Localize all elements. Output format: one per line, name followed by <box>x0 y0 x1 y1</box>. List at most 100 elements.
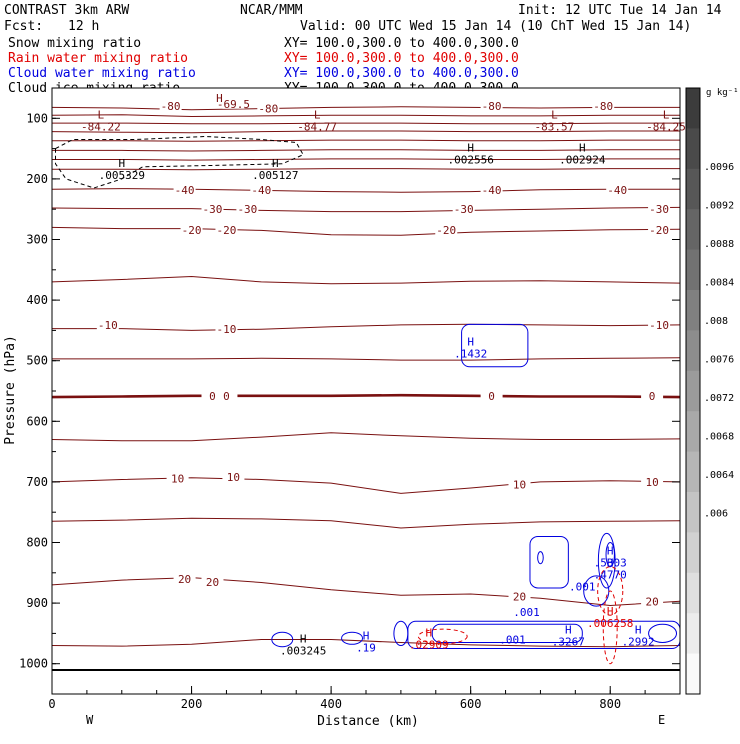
cloud-water-contour <box>583 575 610 607</box>
contour-label: -80 <box>593 100 613 113</box>
extremum-marker: H <box>579 142 586 155</box>
colorbar-tick-label: .0072 <box>704 393 734 404</box>
y-tick-label: 500 <box>26 354 48 368</box>
contour-label-bg <box>648 318 671 330</box>
contour-labels: -80 -80 -80 -80 -69.5 -40 -40 -40 -40 -30 -30 -30 -3… <box>96 97 671 608</box>
y-tick-label: 900 <box>26 596 48 610</box>
contour-label-bg <box>508 478 531 490</box>
contour-label: 10 <box>645 476 658 489</box>
colorbar-frame <box>685 87 701 695</box>
contour-label-bg <box>606 183 629 195</box>
field-name: Rain water mixing ratio <box>8 51 188 66</box>
valid-time: Valid: 00 UTC Wed 15 Jan 14 (10 ChT Wed … <box>300 19 691 34</box>
colorbar-tick-label: .0092 <box>704 201 734 212</box>
contour-label-bg <box>222 471 245 483</box>
contour-label-bg <box>480 183 503 195</box>
contour-label-bg <box>215 223 238 235</box>
contour-label: 20 <box>513 590 526 603</box>
contour-label-bg <box>173 572 196 584</box>
temperature-contour <box>52 158 680 161</box>
contour-label: -20 <box>649 224 669 237</box>
contour-label-bg <box>215 323 238 335</box>
colorbar-segment <box>686 168 700 210</box>
contour-label-bg <box>641 389 664 401</box>
extremum-marker: H <box>607 557 614 570</box>
snow-contour <box>55 135 304 189</box>
extremum-marker: H <box>635 623 642 636</box>
extremum-value: .5303 <box>594 557 627 570</box>
contour-label-bg <box>180 223 203 235</box>
extremum-marker: H <box>216 92 223 105</box>
extremum-value: .002556 <box>447 154 493 167</box>
colorbar-segment <box>686 88 700 129</box>
extremum-value: .3267 <box>552 635 585 648</box>
colorbar-segment <box>686 572 700 614</box>
cloud-water-contour <box>431 623 583 643</box>
temperature-contour <box>52 122 680 125</box>
x-tick-label: 800 <box>599 697 621 711</box>
colorbar: .0096 .0092 .0088 .0084 .008 .0076 .0072 .0068.… <box>685 87 734 695</box>
temperature-contour <box>51 393 681 399</box>
extrema-labels: L-84.22L-84.77L-83.57L-84.25HH.005329H.0… <box>81 92 686 658</box>
extremum-marker: L <box>314 108 321 121</box>
temperature-contour <box>51 517 681 529</box>
extremum-marker: L <box>98 108 105 121</box>
temperature-contour <box>52 168 680 171</box>
extremum-marker: H <box>425 626 432 639</box>
temperature-contour <box>52 139 680 142</box>
contour-label: 0 <box>488 390 495 403</box>
temperature-contour <box>51 577 681 607</box>
contour-label: 10 <box>513 478 526 491</box>
contour-label: 0 <box>649 390 656 403</box>
field-name: Cloud water mixing ratio <box>8 66 196 81</box>
temperature-contour <box>51 206 681 213</box>
colorbar-tick-label: .0076 <box>704 355 734 366</box>
contour-label-bg <box>222 97 245 109</box>
colorbar-segment <box>686 128 700 170</box>
colorbar-tick-label: .008 <box>704 316 728 327</box>
extremum-value: .001 <box>569 581 596 594</box>
colorbar-segment <box>686 492 700 533</box>
init-time: Init: 12 UTC Tue 14 Jan 14 <box>518 3 722 18</box>
contour-label-bg <box>435 223 458 235</box>
extremum-value: .005329 <box>99 169 145 182</box>
contour-label: -80 <box>258 103 278 116</box>
x-axis-west-label: W <box>86 713 94 727</box>
extremum-value: .02909 <box>409 638 449 651</box>
contour-label-bg <box>452 203 475 215</box>
colorbar-tick-label: .0096 <box>704 162 734 173</box>
extremum-marker: L <box>551 108 558 121</box>
contour-label: 0 <box>223 390 230 403</box>
contour-label: -20 <box>436 224 456 237</box>
field-name: Snow mixing ratio <box>8 36 141 51</box>
contour-label-bg <box>508 590 531 602</box>
temperature-contour <box>52 149 680 152</box>
temperature-contour <box>52 357 681 361</box>
contour-label-bg <box>201 389 224 401</box>
temperature-contour <box>51 114 680 118</box>
cloud-water-contour <box>271 631 294 648</box>
contour-label-bg <box>201 575 224 587</box>
contour-label-bg <box>480 100 503 112</box>
colorbar-unit: g kg⁻¹ <box>706 88 739 98</box>
contour-label-bg <box>173 183 196 195</box>
contour-label: -20 <box>182 224 202 237</box>
field-legend: Snow mixing ratio XY= 100.0,300.0 to 400.… <box>8 36 519 96</box>
contour-label: -80 <box>482 100 502 113</box>
y-tick-label: 200 <box>26 172 48 186</box>
model-title: CONTRAST 3km ARW <box>4 3 129 18</box>
cloud-water-contour <box>605 542 615 568</box>
field-xy: XY= 100.0,300.0 to 400.0,300.0 <box>284 66 519 81</box>
rain-contour <box>602 590 618 665</box>
contour-label: -40 <box>175 184 195 197</box>
contour-label-bg <box>592 100 615 112</box>
contour-label: -30 <box>454 203 474 216</box>
temperature-contour <box>51 106 680 111</box>
rain-contour <box>597 566 624 616</box>
extremum-value: -84.25 <box>646 120 686 133</box>
cloud-water-contour <box>393 620 409 647</box>
colorbar-tick-label: .006 <box>704 509 728 520</box>
extremum-marker: H <box>467 336 474 349</box>
